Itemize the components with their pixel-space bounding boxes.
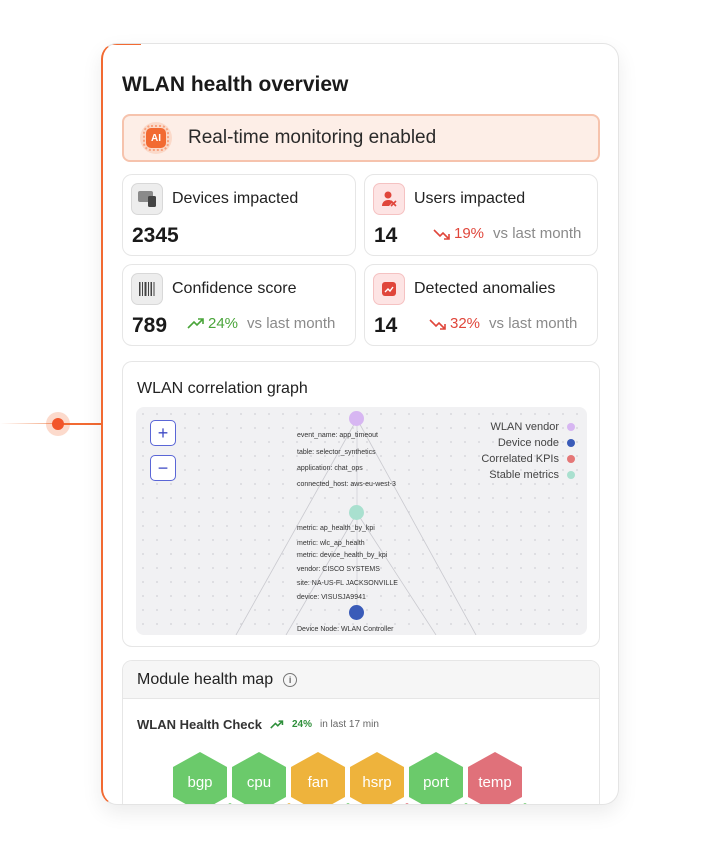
graph-edge — [356, 512, 437, 635]
hex-partial[interactable] — [203, 803, 257, 804]
stat-compare: vs last month — [489, 315, 578, 332]
trend-down-icon — [429, 318, 446, 330]
legend-swatch — [567, 455, 575, 463]
stat-users-impacted[interactable]: Users impacted 14 19% vs last month — [364, 174, 598, 256]
barcode-icon — [131, 273, 163, 305]
hex-partial[interactable] — [380, 803, 434, 804]
hex-partial[interactable] — [262, 803, 316, 804]
stat-devices-impacted[interactable]: Devices impacted 2345 — [122, 174, 356, 256]
stat-value: 14 — [374, 314, 398, 337]
node-stable-metrics[interactable] — [349, 505, 364, 520]
graph-title: WLAN correlation graph — [137, 380, 308, 397]
stat-value: 789 — [132, 314, 168, 337]
connector-line-accent — [58, 423, 102, 425]
node-label: table: selector_synthetics — [297, 449, 376, 456]
node-label: site: NA-US-FL JACKSONVILLE — [297, 580, 398, 587]
zoom-out-button[interactable]: − — [150, 455, 176, 481]
health-check-row: WLAN Health Check 24% in last 17 min — [137, 717, 379, 732]
check-title: WLAN Health Check — [137, 717, 262, 732]
page-title: WLAN health overview — [122, 73, 349, 96]
stat-detected-anomalies[interactable]: Detected anomalies 14 32% vs last month — [364, 264, 598, 346]
legend-item: WLAN vendor — [481, 419, 575, 435]
node-label: application: chat_ops — [297, 465, 363, 472]
node-label: connected_host: aws-eu-west-3 — [297, 481, 396, 488]
node-wlan-vendor[interactable] — [349, 411, 364, 426]
graph-edge — [356, 418, 477, 635]
ai-monitoring-banner: AI Real-time monitoring enabled — [122, 114, 600, 162]
stat-label: Detected anomalies — [414, 280, 556, 297]
node-device[interactable] — [349, 605, 364, 620]
node-label: Device Node: WLAN Controller — [297, 626, 394, 633]
node-label: vendor: CISCO SYSTEMS — [297, 566, 380, 573]
hex-cpu[interactable]: cpu — [232, 752, 286, 804]
node-label: event_name: app_timeout — [297, 432, 378, 439]
stat-value: 14 — [374, 224, 398, 247]
devices-icon — [131, 183, 163, 215]
hex-partial[interactable] — [439, 803, 493, 804]
legend-label: Stable metrics — [489, 469, 559, 481]
check-delta: 24% — [291, 719, 312, 730]
legend-label: WLAN vendor — [490, 421, 559, 433]
hex-port[interactable]: port — [409, 752, 463, 804]
stat-delta: 24% vs last month — [187, 315, 335, 332]
connector-line — [0, 423, 58, 424]
graph-edge — [235, 418, 358, 635]
trend-down-icon — [433, 228, 450, 240]
legend-item: Correlated KPIs — [481, 451, 575, 467]
stat-compare: vs last month — [247, 315, 336, 332]
module-title: Module health map — [137, 670, 274, 688]
stat-confidence-score[interactable]: Confidence score 789 24% vs last month — [122, 264, 356, 346]
graph-legend: WLAN vendor Device node Correlated KPIs … — [481, 419, 575, 483]
hex-hsrp[interactable]: hsrp — [350, 752, 404, 804]
node-label: metric: device_health_by_kpi — [297, 552, 388, 559]
legend-swatch — [567, 423, 575, 431]
trend-up-icon — [187, 317, 204, 329]
stat-delta-value: 24% — [208, 315, 239, 332]
ai-chip-icon: AI — [140, 122, 172, 154]
hex-fan[interactable]: fan — [291, 752, 345, 804]
stat-label: Users impacted — [414, 190, 526, 207]
connector-dot[interactable] — [46, 412, 70, 436]
node-label: device: VISUSJA9941 — [297, 594, 366, 601]
module-header: Module health map i — [123, 661, 599, 699]
legend-item: Device node — [481, 435, 575, 451]
legend-label: Device node — [497, 437, 559, 449]
stat-delta-value: 19% — [454, 225, 485, 242]
legend-item: Stable metrics — [481, 467, 575, 483]
stat-delta: 19% vs last month — [433, 225, 581, 242]
hex-bgp[interactable]: bgp — [173, 752, 227, 804]
correlation-graph-card: WLAN correlation graph + − event_name: a… — [122, 361, 600, 647]
hex-partial[interactable] — [498, 803, 552, 804]
correlation-graph-canvas[interactable]: + − event_name: app_timeout table: selec… — [136, 407, 587, 635]
hex-partial[interactable] — [321, 803, 375, 804]
check-sub: in last 17 min — [319, 719, 379, 730]
module-health-card: Module health map i WLAN Health Check 24… — [122, 660, 600, 804]
anomaly-chart-icon — [373, 273, 405, 305]
zoom-in-button[interactable]: + — [150, 420, 176, 446]
banner-text: Real-time monitoring enabled — [188, 127, 437, 148]
wlan-health-card: WLAN health overview AI Real-time monito… — [101, 43, 619, 805]
info-icon[interactable]: i — [283, 672, 298, 687]
users-icon — [373, 183, 405, 215]
legend-swatch — [567, 439, 575, 447]
graph-edges — [235, 418, 477, 635]
ai-badge: AI — [143, 125, 169, 151]
stat-label: Devices impacted — [172, 190, 299, 207]
hex-temp[interactable]: temp — [468, 752, 522, 804]
stat-compare: vs last month — [493, 225, 582, 242]
node-label: metric: wlc_ap_health — [297, 540, 365, 547]
node-label: metric: ap_health_by_kpi — [297, 525, 375, 532]
graph-edge — [285, 512, 358, 635]
trend-up-icon — [270, 719, 284, 729]
legend-swatch — [567, 471, 575, 479]
legend-label: Correlated KPIs — [481, 453, 559, 465]
stat-label: Confidence score — [172, 280, 297, 297]
stat-value: 2345 — [132, 224, 179, 247]
stat-delta: 32% vs last month — [429, 315, 577, 332]
stat-delta-value: 32% — [450, 315, 481, 332]
